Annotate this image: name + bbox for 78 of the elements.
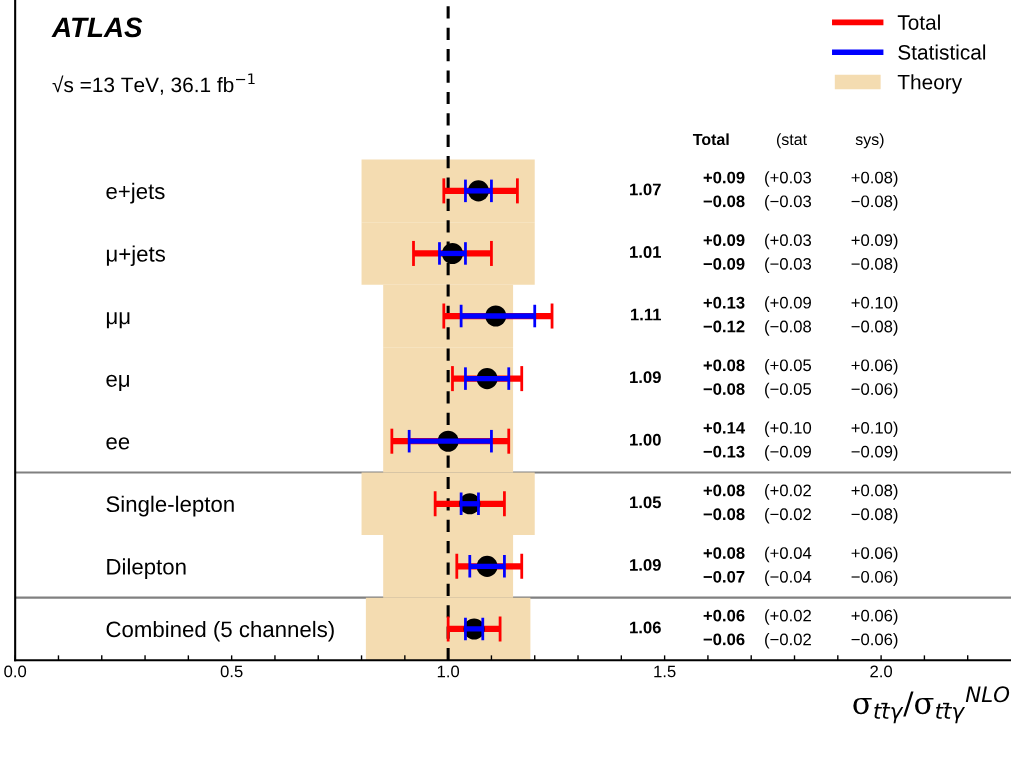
text: ATLAS [51, 17, 143, 38]
annotation: +0.08 [703, 547, 745, 559]
x-tick-label: 2.0 [870, 665, 893, 678]
annotation: +0.08) [851, 484, 898, 500]
annotation: +0.09 [703, 234, 745, 247]
annotation: (−0.02 [765, 507, 811, 524]
annotation: (−0.08 [765, 320, 812, 336]
annotation: −0.06) [851, 633, 898, 649]
annotation: −0.08) [851, 257, 898, 274]
annotation: 1.11 [630, 308, 661, 321]
annotation: (+0.03 [765, 233, 812, 250]
legend-label: Theory [897, 74, 963, 94]
annotation: +0.09) [851, 233, 898, 250]
annotation: (+0.09 [765, 296, 811, 312]
annotation: 1.01 [630, 246, 661, 258]
annotation: −0.06) [851, 570, 898, 586]
annotation: −0.08) [851, 507, 898, 524]
annotation: (+0.03 [765, 171, 812, 187]
y-tick-label: eμ [106, 374, 129, 391]
annotation: (+0.05 [765, 358, 812, 375]
annotation: +0.08 [703, 359, 745, 372]
annotation: −0.12 [703, 320, 745, 333]
text: sys) [855, 133, 884, 149]
x-tick-label: 1.0 [437, 665, 460, 678]
annotation: 1.06 [630, 621, 661, 634]
annotation: (−0.04 [765, 570, 812, 586]
annotation: −0.07 [703, 570, 745, 583]
annotation: (+0.04 [765, 546, 812, 563]
annotation: +0.10) [851, 421, 898, 438]
y-tick-label: μ+jets [106, 245, 165, 267]
annotation: +0.09 [703, 171, 745, 184]
annotation: 1.09 [630, 559, 661, 571]
annotation: 1.07 [630, 183, 661, 196]
y-tick-label: ee [106, 437, 130, 450]
annotation: −0.13 [703, 445, 745, 458]
annotation: (−0.05 [765, 382, 812, 399]
annotation: +0.08 [703, 484, 745, 497]
annotation: (+0.02 [765, 484, 811, 500]
annotation: (−0.09 [765, 445, 811, 461]
annotation: +0.06) [851, 546, 898, 563]
annotation: +0.06 [703, 609, 745, 622]
annotation: (−0.03 [765, 194, 812, 211]
annotation: (−0.02 [765, 633, 811, 649]
annotation: 1.09 [630, 371, 661, 384]
annotation: −0.06) [851, 382, 898, 399]
annotation: −0.08 [703, 508, 745, 521]
y-tick-label: μμ [106, 312, 130, 329]
annotation: −0.08 [703, 195, 745, 208]
x-tick-label: 0.0 [4, 665, 27, 678]
annotation: (+0.10 [765, 421, 812, 438]
x-tick-label: 0.5 [220, 665, 243, 678]
annotation: −0.09 [703, 258, 745, 270]
y-tick-label: Combined (5 channels) [106, 620, 334, 642]
annotation: 1.05 [630, 496, 661, 509]
annotation: +0.06) [851, 609, 898, 625]
annotation: −0.09) [851, 445, 898, 461]
annotation: (+0.02 [765, 609, 811, 625]
legend-label: Total [897, 14, 940, 30]
legend-label: Statistical [898, 44, 986, 60]
y-tick-label: Dilepton [107, 558, 186, 580]
y-tick-label: e+jets [106, 182, 165, 204]
annotation: +0.08) [851, 171, 898, 187]
annotation: −0.08) [851, 320, 898, 336]
annotation: +0.13 [703, 296, 745, 309]
annotation: +0.06) [851, 358, 898, 375]
x-tick-label: 1.5 [654, 665, 676, 678]
x-axis-title: σ$_{tt̄γ}$/σ$_{tt̄γ}$$^{NLO}$ [853, 686, 1010, 724]
text: (stat [776, 133, 807, 149]
y-tick-label: Single-lepton [106, 495, 234, 517]
annotation: −0.08) [851, 194, 898, 211]
annotation: (−0.03 [765, 257, 812, 274]
text: Total [692, 133, 729, 146]
text: √s =13 TeV, 36.1 fb$^{−1}$ [52, 73, 255, 95]
annotation: +0.10) [851, 296, 898, 312]
annotation: +0.14 [703, 421, 746, 434]
annotation: −0.08 [703, 383, 745, 395]
annotation: 1.00 [630, 433, 661, 446]
annotation: −0.06 [703, 633, 745, 646]
